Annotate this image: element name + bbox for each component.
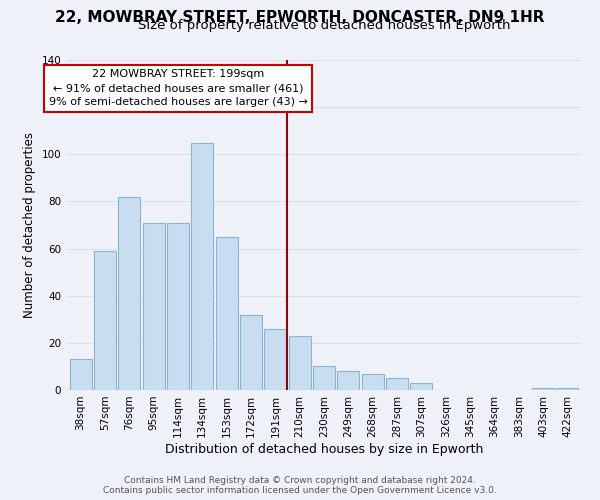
Bar	[410, 383, 433, 390]
Bar	[289, 336, 311, 390]
Bar	[240, 314, 262, 390]
Bar	[70, 360, 92, 390]
Bar	[215, 237, 238, 390]
Y-axis label: Number of detached properties: Number of detached properties	[23, 132, 36, 318]
X-axis label: Distribution of detached houses by size in Epworth: Distribution of detached houses by size …	[165, 442, 483, 456]
Bar	[313, 366, 335, 390]
Bar	[362, 374, 383, 390]
Bar	[265, 328, 286, 390]
Title: Size of property relative to detached houses in Epworth: Size of property relative to detached ho…	[138, 20, 510, 32]
Bar	[94, 251, 116, 390]
Bar	[118, 196, 140, 390]
Text: Contains HM Land Registry data © Crown copyright and database right 2024.
Contai: Contains HM Land Registry data © Crown c…	[103, 476, 497, 495]
Bar	[191, 142, 213, 390]
Bar	[386, 378, 408, 390]
Bar	[167, 222, 189, 390]
Bar	[337, 371, 359, 390]
Text: 22 MOWBRAY STREET: 199sqm
← 91% of detached houses are smaller (461)
9% of semi-: 22 MOWBRAY STREET: 199sqm ← 91% of detac…	[49, 70, 307, 108]
Text: 22, MOWBRAY STREET, EPWORTH, DONCASTER, DN9 1HR: 22, MOWBRAY STREET, EPWORTH, DONCASTER, …	[55, 10, 545, 25]
Bar	[143, 222, 164, 390]
Bar	[532, 388, 554, 390]
Bar	[556, 388, 578, 390]
